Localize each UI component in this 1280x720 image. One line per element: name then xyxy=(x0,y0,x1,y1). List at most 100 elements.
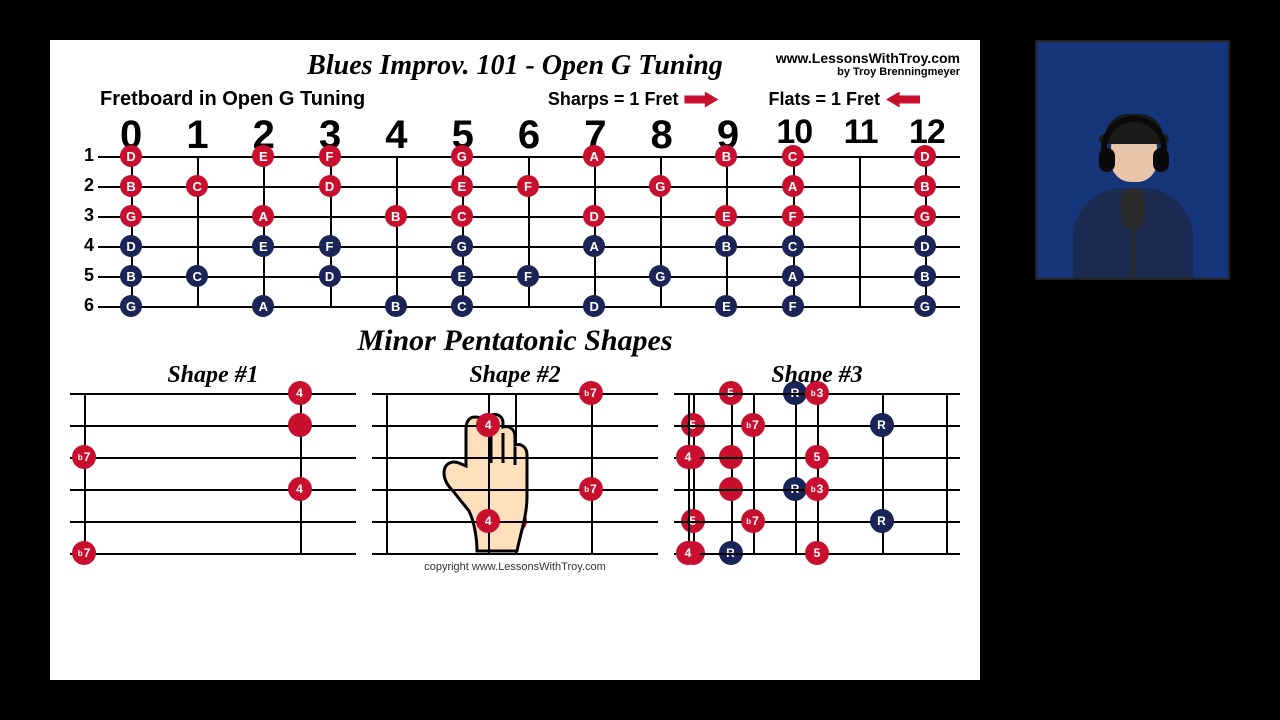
string-label: 4 xyxy=(76,235,94,256)
fretboard-note: G xyxy=(451,235,473,257)
shape-fretboard: 45b74b3b7R xyxy=(70,393,356,553)
fretboard-note: D xyxy=(914,235,936,257)
shape-title: Shape #2 xyxy=(372,362,658,389)
fretboard-note: F xyxy=(319,235,341,257)
shape-note: 5 xyxy=(805,541,829,565)
fretboard-note: B xyxy=(120,175,142,197)
shape-column: Shape #3b3b7R45b3b7R45 xyxy=(674,362,960,553)
fretboard-note: D xyxy=(319,265,341,287)
shape-note: 4 xyxy=(288,477,312,501)
fretboard-note: F xyxy=(517,175,539,197)
fretboard-note: D xyxy=(583,205,605,227)
shape-note: b7 xyxy=(741,509,765,533)
fretboard-note: B xyxy=(715,235,737,257)
string-label: 3 xyxy=(76,205,94,226)
fretboard-note: G xyxy=(120,205,142,227)
fretboard-note: G xyxy=(120,295,142,317)
arrow-right-icon xyxy=(684,92,718,108)
fretboard-note: C xyxy=(451,205,473,227)
fretboard-note: F xyxy=(782,205,804,227)
fretboard-note: G xyxy=(451,145,473,167)
fretboard-label: Fretboard in Open G Tuning xyxy=(100,88,365,111)
shape-fretboard: b7R45b3b7R45b3 xyxy=(372,393,658,553)
fretboard-note: E xyxy=(451,175,473,197)
string-label: 1 xyxy=(76,145,94,166)
fretboard-note: B xyxy=(715,145,737,167)
fretboard-note: B xyxy=(120,265,142,287)
shape-title: Shape #1 xyxy=(70,362,356,389)
instructor-webcam xyxy=(1035,40,1230,280)
shape-note: 5 xyxy=(805,445,829,469)
fret-number: 4 xyxy=(363,113,429,158)
fretboard-note: C xyxy=(782,235,804,257)
fretboard-note: G xyxy=(914,295,936,317)
shape-note: 4 xyxy=(288,381,312,405)
fretboard-note: B xyxy=(914,175,936,197)
fretboard-note: C xyxy=(186,265,208,287)
shapes-row: Shape #145b74b3b7R Shape #2b7R45b3b7R45b… xyxy=(70,362,960,553)
fretboard-note: F xyxy=(319,145,341,167)
fretboard-note: D xyxy=(319,175,341,197)
shape-note: b7 xyxy=(741,413,765,437)
fretboard-note: A xyxy=(782,265,804,287)
fretboard-note: A xyxy=(782,175,804,197)
fretboard-note: E xyxy=(252,235,274,257)
fret-number-row: 0123456789101112 xyxy=(70,113,960,158)
instructor-figure xyxy=(1063,78,1203,278)
title-credits: www.LessonsWithTroy.com by Troy Brenning… xyxy=(776,50,960,78)
shape-note: b7 xyxy=(579,381,603,405)
string-label: 2 xyxy=(76,175,94,196)
fretboard-note: E xyxy=(252,145,274,167)
shape-note: 4 xyxy=(676,541,700,565)
fret-number: 11 xyxy=(827,113,893,158)
fretboard-note: F xyxy=(517,265,539,287)
byline: by Troy Brenningmeyer xyxy=(776,66,960,78)
arrow-left-icon xyxy=(886,92,920,108)
main-fretboard: 123456DEFGABCDBCDEFGABGABCDEFGDEFGABCDBC… xyxy=(98,156,960,306)
fretboard-note: D xyxy=(120,235,142,257)
shape-note: R xyxy=(870,413,894,437)
flats-legend: Flats = 1 Fret xyxy=(768,89,920,110)
sharps-legend: Sharps = 1 Fret xyxy=(548,89,719,110)
site-url: www.LessonsWithTroy.com xyxy=(776,50,960,66)
fretboard-note: E xyxy=(451,265,473,287)
section-title: Minor Pentatonic Shapes xyxy=(70,324,960,358)
fretboard-note: G xyxy=(914,205,936,227)
fretboard-note: G xyxy=(649,265,671,287)
fretboard-note: A xyxy=(252,295,274,317)
fretboard-note: C xyxy=(451,295,473,317)
fretboard-note: B xyxy=(914,265,936,287)
shape-note: b7 xyxy=(72,445,96,469)
fretboard-note: A xyxy=(583,145,605,167)
string-label: 5 xyxy=(76,265,94,286)
copyright: copyright www.LessonsWithTroy.com xyxy=(70,561,960,573)
shape-note: b7 xyxy=(72,541,96,565)
shape-note: 4 xyxy=(676,445,700,469)
fretboard-note: D xyxy=(914,145,936,167)
shape-column: Shape #145b74b3b7R xyxy=(70,362,356,553)
fretboard-note: F xyxy=(782,295,804,317)
shape-note: R xyxy=(870,509,894,533)
fretboard-note: E xyxy=(715,295,737,317)
shape-note: 4 xyxy=(476,509,500,533)
fretboard-note: A xyxy=(583,235,605,257)
shape-fretboard: b3b7R45b3b7R45 xyxy=(674,393,960,553)
shape-note: b3 xyxy=(805,477,829,501)
shape-note: b7 xyxy=(579,477,603,501)
legend-row: Fretboard in Open G Tuning Sharps = 1 Fr… xyxy=(70,88,960,111)
shape-note: b3 xyxy=(805,381,829,405)
fretboard-note: B xyxy=(385,205,407,227)
fretboard-note: G xyxy=(649,175,671,197)
page-title: Blues Improv. 101 - Open G Tuning xyxy=(307,50,723,81)
shape-note: 4 xyxy=(476,413,500,437)
string-label: 6 xyxy=(76,295,94,316)
fretboard-note: D xyxy=(120,145,142,167)
shape-note xyxy=(288,413,312,437)
fretboard-note: C xyxy=(782,145,804,167)
fret-number: 6 xyxy=(496,113,562,158)
fret-number: 1 xyxy=(164,113,230,158)
fret-number: 8 xyxy=(629,113,695,158)
fretboard-note: E xyxy=(715,205,737,227)
fretboard-note: C xyxy=(186,175,208,197)
shape-column: Shape #2 b7R45b3b7R45b3 xyxy=(372,362,658,553)
